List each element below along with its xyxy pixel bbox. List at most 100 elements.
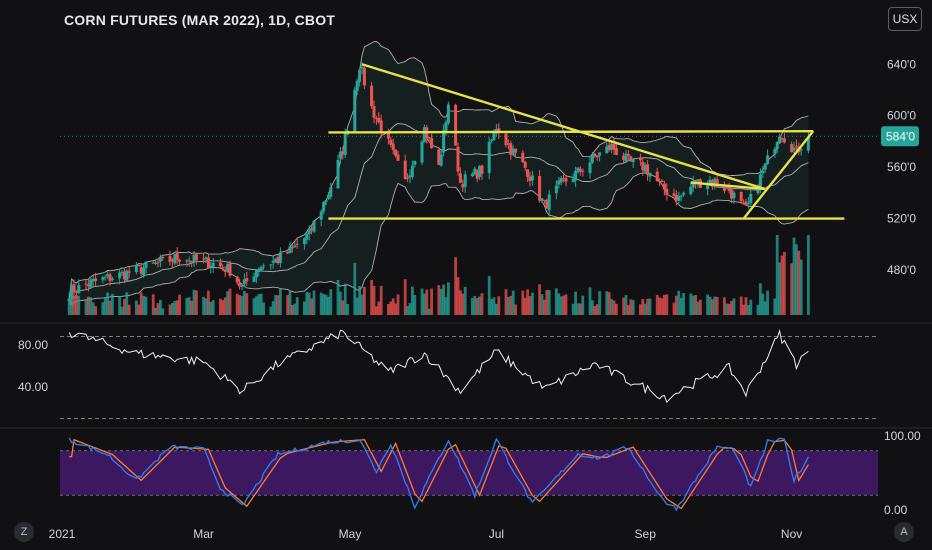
volume-bar — [142, 295, 145, 315]
candle-body — [478, 166, 482, 177]
candle-body — [689, 186, 693, 195]
auto-scale-button[interactable]: A — [894, 522, 914, 542]
volume-bar — [67, 299, 71, 315]
candle-body — [588, 162, 592, 174]
candle-body — [648, 173, 652, 177]
candle-body — [254, 270, 258, 278]
candle-body — [715, 179, 719, 186]
volume-bar — [672, 302, 676, 315]
volume-bar — [480, 293, 484, 315]
candle-body — [413, 161, 417, 165]
bollinger-fill — [69, 41, 809, 305]
volume-bar — [245, 293, 249, 315]
last-price-tag — [881, 126, 919, 147]
candle-body — [638, 157, 642, 161]
candle-body — [730, 189, 734, 199]
candle-body — [492, 131, 496, 140]
candle-body — [778, 136, 782, 144]
candle-body — [302, 238, 306, 244]
candle-body — [422, 127, 426, 143]
volume-bar — [528, 296, 532, 315]
candle-body — [108, 274, 112, 281]
volume-bar — [766, 290, 769, 315]
volume-bar — [655, 294, 659, 315]
candle-body — [221, 267, 225, 269]
volume-bar — [646, 298, 649, 315]
candle-body — [386, 133, 390, 139]
candle-body — [430, 138, 434, 148]
candle-body — [641, 162, 645, 171]
candle-body — [528, 176, 532, 181]
candle-body — [211, 262, 215, 267]
volume-bar — [665, 294, 669, 315]
volume-bar — [504, 289, 508, 315]
volume-bar — [406, 306, 409, 315]
axes: 640'0 600'0 560'0 520'0 480'0 584'0 80.00 40.00… — [0, 57, 932, 541]
volume-bar — [329, 289, 333, 315]
bollinger-upper-line — [68, 41, 809, 299]
candle-body — [679, 195, 683, 197]
candle-body — [545, 200, 549, 209]
candle-body — [175, 252, 179, 260]
candle-body — [461, 184, 465, 188]
volume-bar — [156, 303, 160, 315]
volume-bar — [490, 298, 493, 315]
volume-bar — [706, 294, 709, 315]
volume-bar — [262, 302, 265, 315]
candle-body — [727, 185, 731, 192]
scale-badge-left[interactable]: Z — [14, 522, 34, 542]
currency-button[interactable]: USX — [888, 7, 922, 31]
candle-body — [209, 266, 213, 268]
candle-body — [610, 143, 614, 150]
candle-body — [427, 137, 431, 139]
stochastic-d-line — [69, 438, 809, 510]
volume-bar — [319, 292, 323, 315]
ascending-trendline — [742, 130, 815, 220]
volume-bar — [423, 293, 426, 315]
volume-bar — [276, 295, 280, 315]
volume-bar — [663, 294, 666, 315]
candle-body — [758, 174, 762, 189]
stochastic-tick-label: 100.00 — [884, 429, 921, 443]
candle-body — [790, 144, 794, 153]
volume-bar — [730, 300, 733, 315]
volume-bar — [691, 295, 695, 315]
volume-bar — [161, 308, 165, 315]
volume-bar — [660, 298, 664, 315]
candle-body — [178, 259, 182, 262]
volume-bar — [389, 301, 393, 315]
candle-body — [372, 106, 376, 118]
volume-bar — [353, 262, 357, 315]
volume-bar — [799, 259, 803, 315]
volume-bar — [641, 298, 645, 315]
resistance-line — [328, 129, 814, 134]
candle-body — [691, 181, 695, 188]
candle-body — [665, 188, 669, 195]
candle-body — [761, 171, 765, 174]
candle-body — [190, 261, 194, 263]
candle-body — [134, 264, 138, 273]
candle-body — [562, 177, 566, 179]
volume-bar — [631, 300, 635, 315]
candle-body — [564, 178, 568, 182]
candle-body — [773, 148, 777, 155]
candle-body — [538, 176, 542, 201]
candle-body — [775, 141, 779, 149]
volume-bar — [598, 291, 601, 315]
candle-body — [576, 167, 580, 173]
volume-bar — [557, 293, 561, 315]
candle-body — [590, 154, 594, 163]
volume-bar — [269, 306, 273, 315]
volume-bar — [713, 296, 717, 315]
candle-body — [732, 192, 736, 199]
candle-body — [408, 175, 412, 178]
candle-body — [293, 245, 297, 247]
candle-body — [446, 104, 450, 124]
candle-body — [120, 271, 124, 273]
volume-bar — [168, 304, 172, 315]
volume-bar — [195, 290, 198, 315]
candle-body — [257, 268, 261, 272]
candle-body — [74, 291, 78, 293]
volume-bar — [622, 297, 625, 315]
